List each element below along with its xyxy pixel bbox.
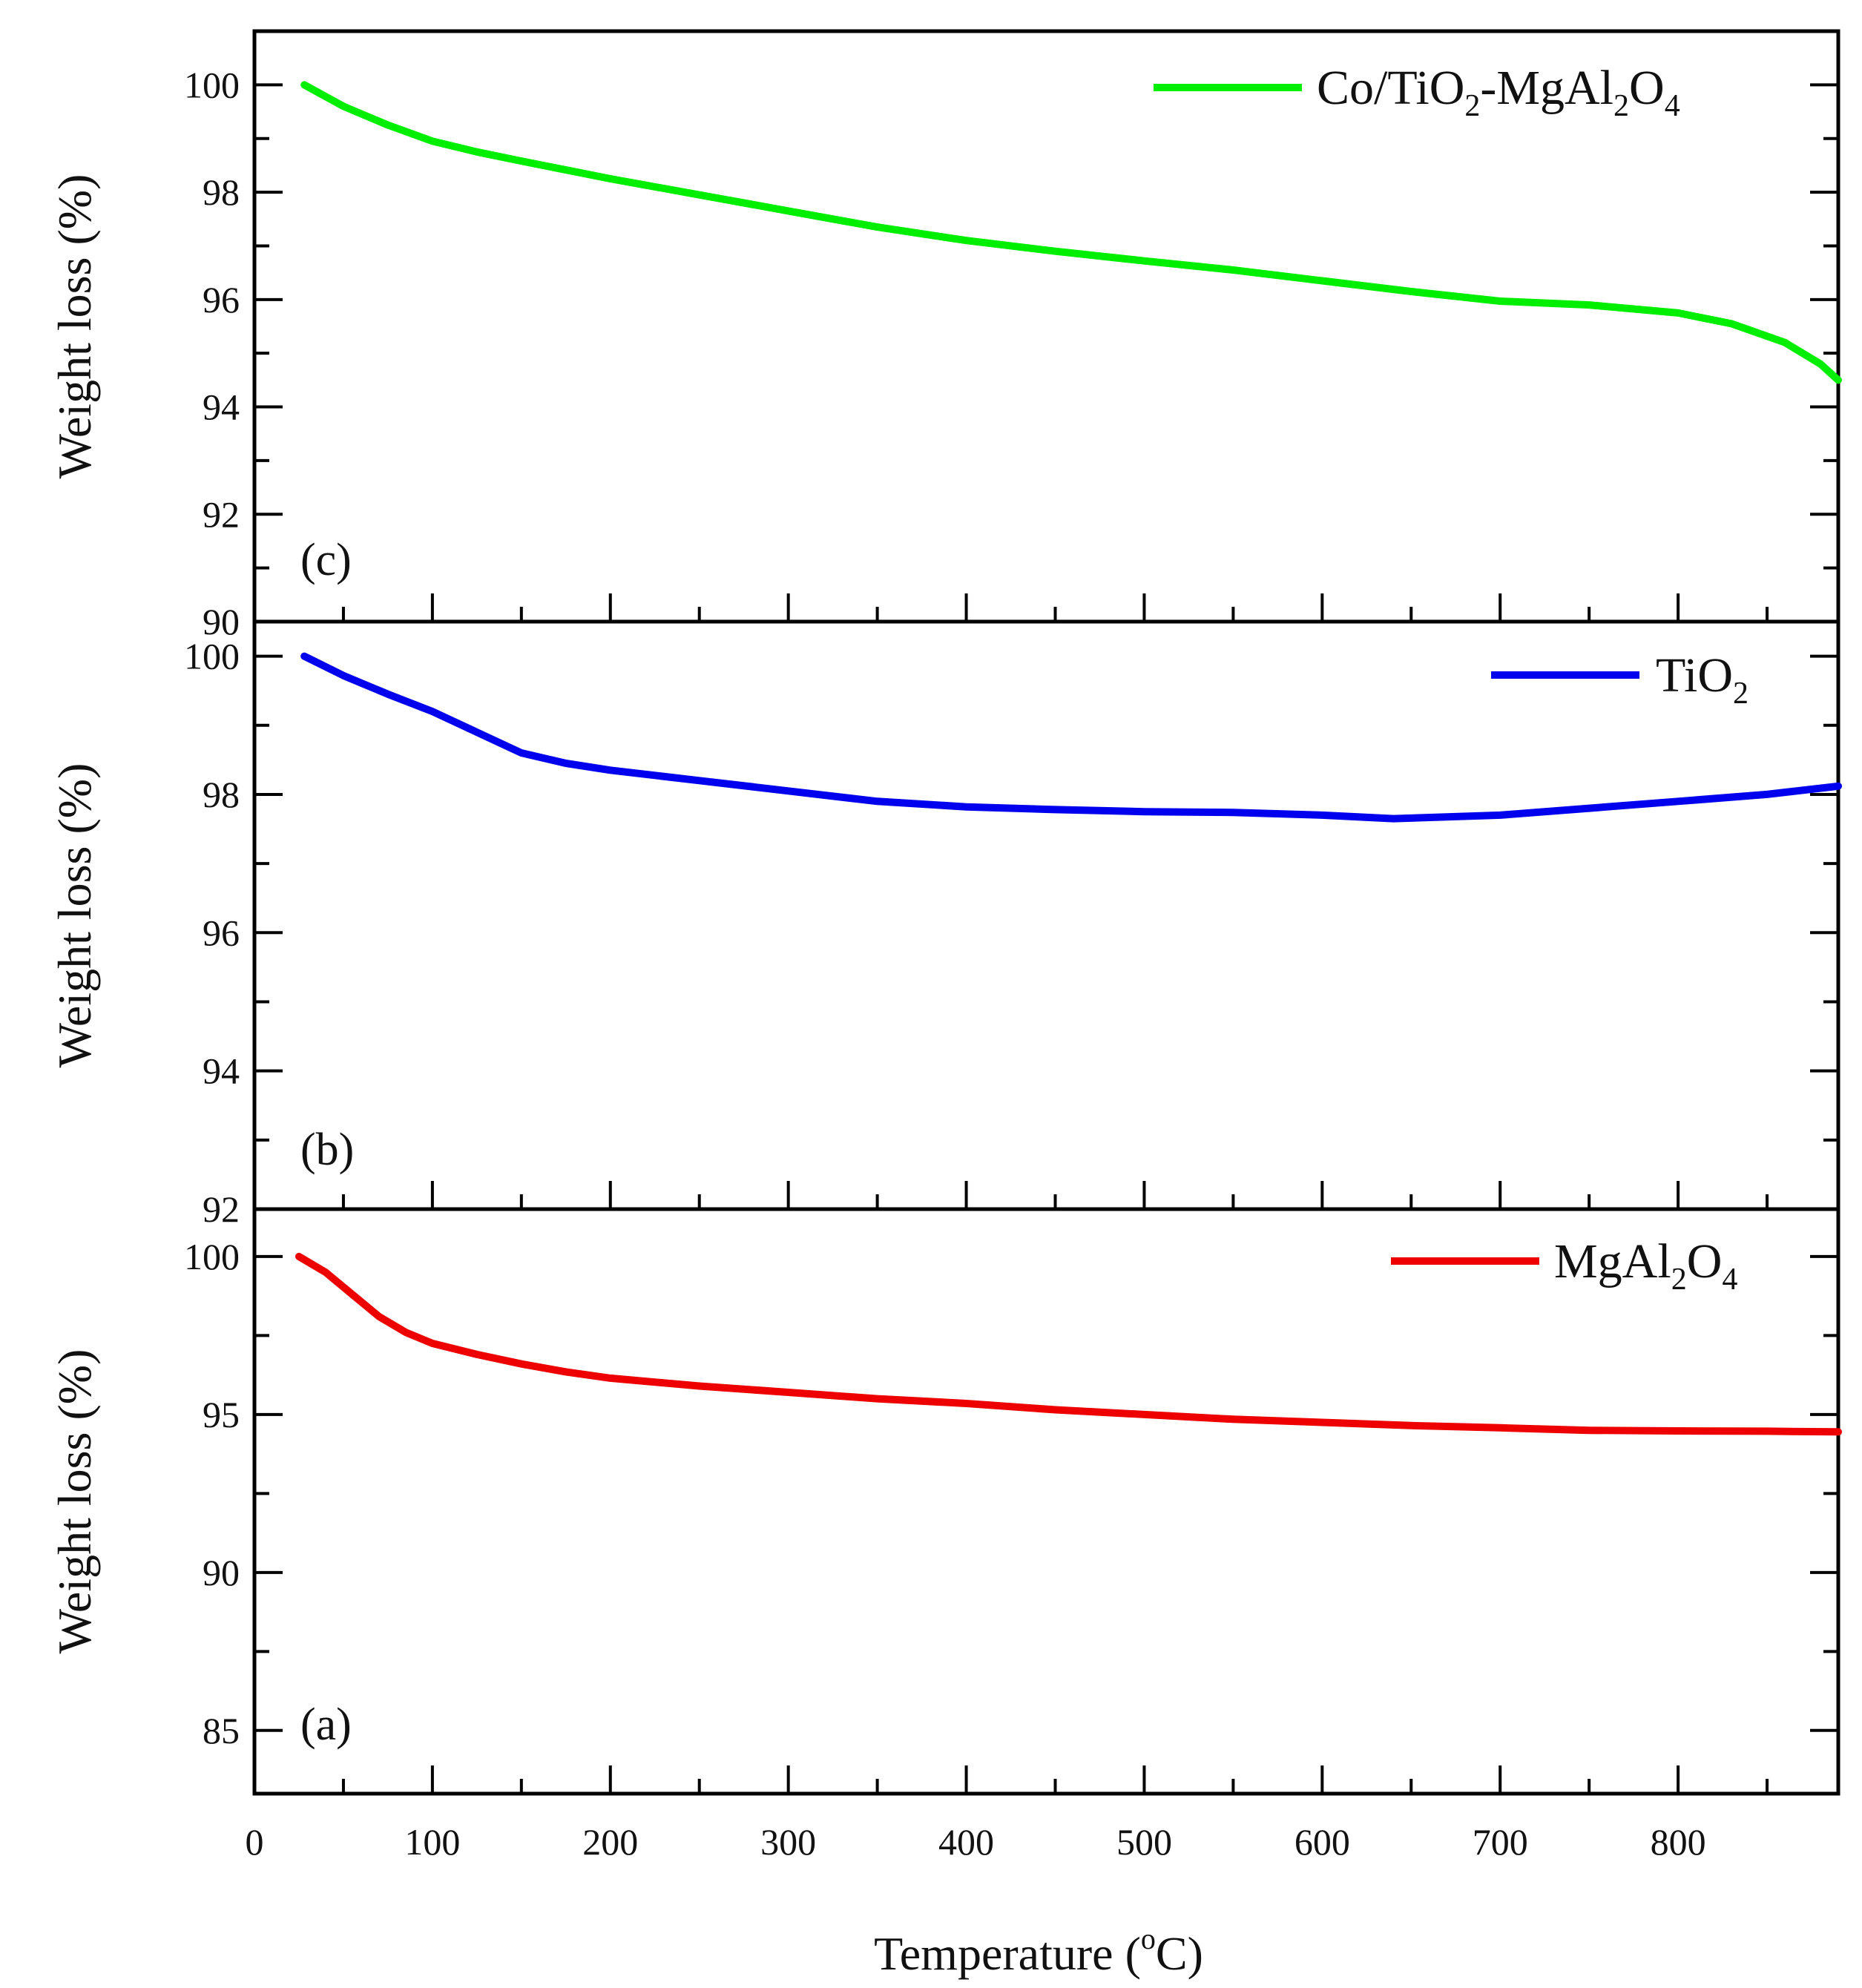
y-tick-label: 96 <box>203 279 240 320</box>
legend-subscript: 2 <box>1671 1263 1687 1297</box>
x-axis-title: Temperature (oC) <box>874 1922 1203 1980</box>
series-line-c <box>300 81 1842 384</box>
x-axis: 0 100 200 300 400 500 600 700 800 <box>246 1821 1706 1863</box>
series-line-a <box>295 1252 1842 1436</box>
x-axis-title-text: Temperature <box>874 1927 1113 1980</box>
legend-subscript: 4 <box>1722 1263 1737 1297</box>
panel-label: (b) <box>300 1125 354 1175</box>
legend-text-part: Co/TiO <box>1317 61 1464 115</box>
y-tick-label: 94 <box>203 1050 240 1092</box>
y-tick-label: 85 <box>203 1710 240 1751</box>
y-tick-label: 100 <box>184 1236 240 1277</box>
legend-subscript: 4 <box>1665 89 1680 123</box>
x-tick-label: 0 <box>246 1821 264 1863</box>
y-tick-label: 100 <box>184 636 240 677</box>
legend-subscript: 2 <box>1464 89 1480 123</box>
series-line-b <box>300 652 1842 823</box>
legend-text-part: O <box>1629 61 1665 115</box>
x-tick-label: 600 <box>1294 1821 1350 1863</box>
panel-label: (c) <box>300 535 352 585</box>
x-tick-label: 100 <box>404 1821 460 1863</box>
y-tick-label: 96 <box>203 912 240 953</box>
legend-label: TiO2 <box>1656 648 1748 711</box>
legend-text-part: -MgAl <box>1480 61 1613 115</box>
x-axis-title-unit: C) <box>1156 1927 1203 1980</box>
legend-subscript: 2 <box>1733 677 1748 711</box>
x-tick-label: 700 <box>1473 1821 1528 1863</box>
y-axis-title: Weight loss (%) <box>48 763 101 1068</box>
legend-subscript: 2 <box>1613 89 1629 123</box>
panel-a: 100 95 90 85 Weight loss (%) (a) MgAl2O4 <box>48 1207 1842 1796</box>
panel-b: 100 98 96 94 92 Weight loss (%) (b) TiO2 <box>48 619 1842 1230</box>
legend-label: MgAl2O4 <box>1554 1234 1737 1297</box>
y-tick-label: 98 <box>203 171 240 213</box>
x-tick-label: 200 <box>582 1821 638 1863</box>
panel-label: (a) <box>300 1699 352 1750</box>
x-axis-title-degree: o <box>1141 1922 1156 1955</box>
x-axis-title-open: ( <box>1113 1927 1141 1980</box>
y-tick-label: 92 <box>203 493 240 535</box>
legend-text-part: TiO <box>1656 648 1733 702</box>
legend-text-part: O <box>1687 1234 1723 1288</box>
panel-a-frame <box>252 1207 1840 1796</box>
y-tick-label: 95 <box>203 1394 240 1435</box>
y-tick-label: 92 <box>203 1188 240 1230</box>
x-tick-label: 300 <box>760 1821 816 1863</box>
y-tick-label: 94 <box>203 386 240 428</box>
y-tick-label: 100 <box>184 64 240 105</box>
y-axis-title: Weight loss (%) <box>48 174 101 479</box>
x-tick-label: 500 <box>1116 1821 1172 1863</box>
y-tick-label: 90 <box>203 1552 240 1593</box>
y-tick-label: 90 <box>203 601 240 642</box>
y-axis-title: Weight loss (%) <box>48 1349 101 1654</box>
legend-text-part: MgAl <box>1554 1234 1671 1288</box>
x-tick-label: 800 <box>1651 1821 1706 1863</box>
legend-label: Co/TiO2-MgAl2O4 <box>1317 61 1680 123</box>
x-tick-label: 400 <box>938 1821 994 1863</box>
y-tick-label: 98 <box>203 774 240 815</box>
